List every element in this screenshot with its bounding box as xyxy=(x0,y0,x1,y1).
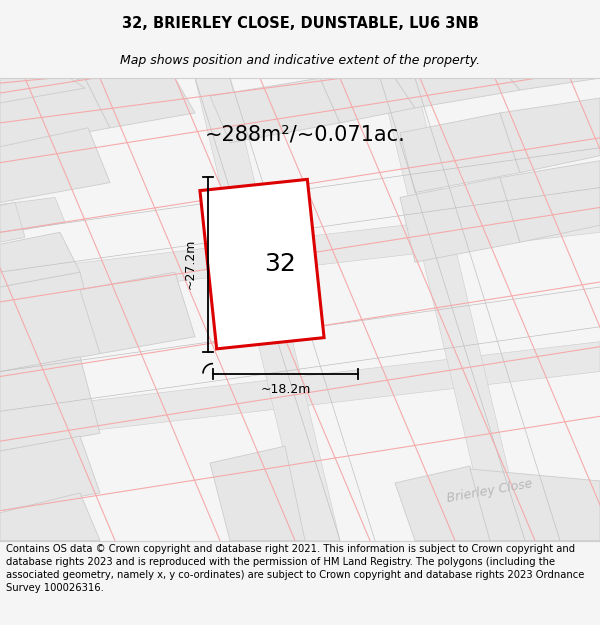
Text: ~288m²/~0.071ac.: ~288m²/~0.071ac. xyxy=(205,125,406,145)
Polygon shape xyxy=(500,161,600,242)
Polygon shape xyxy=(0,78,110,148)
Polygon shape xyxy=(0,342,600,441)
Polygon shape xyxy=(0,202,600,302)
Polygon shape xyxy=(210,446,305,541)
Polygon shape xyxy=(0,198,65,232)
Polygon shape xyxy=(395,78,520,108)
Polygon shape xyxy=(200,179,324,349)
Text: Contains OS data © Crown copyright and database right 2021. This information is : Contains OS data © Crown copyright and d… xyxy=(6,544,584,593)
Polygon shape xyxy=(0,128,110,202)
Polygon shape xyxy=(85,78,195,128)
Polygon shape xyxy=(400,113,520,192)
Polygon shape xyxy=(0,436,100,511)
Polygon shape xyxy=(0,272,100,371)
Polygon shape xyxy=(0,493,100,541)
Polygon shape xyxy=(395,466,490,541)
Text: 32, BRIERLEY CLOSE, DUNSTABLE, LU6 3NB: 32, BRIERLEY CLOSE, DUNSTABLE, LU6 3NB xyxy=(122,16,478,31)
Text: Map shows position and indicative extent of the property.: Map shows position and indicative extent… xyxy=(120,54,480,68)
Polygon shape xyxy=(195,78,340,541)
Polygon shape xyxy=(0,232,80,287)
Polygon shape xyxy=(80,272,195,354)
Polygon shape xyxy=(510,78,600,90)
Text: 32: 32 xyxy=(264,252,296,276)
Text: ~27.2m: ~27.2m xyxy=(184,239,197,289)
Polygon shape xyxy=(380,78,525,541)
Polygon shape xyxy=(400,177,520,262)
Polygon shape xyxy=(210,78,340,142)
Text: ~18.2m: ~18.2m xyxy=(260,383,311,396)
Polygon shape xyxy=(500,98,600,172)
Polygon shape xyxy=(0,78,85,103)
Polygon shape xyxy=(320,78,415,123)
Text: Brierley Close: Brierley Close xyxy=(446,477,534,505)
Polygon shape xyxy=(0,357,100,451)
Polygon shape xyxy=(470,469,600,541)
Polygon shape xyxy=(0,202,25,242)
